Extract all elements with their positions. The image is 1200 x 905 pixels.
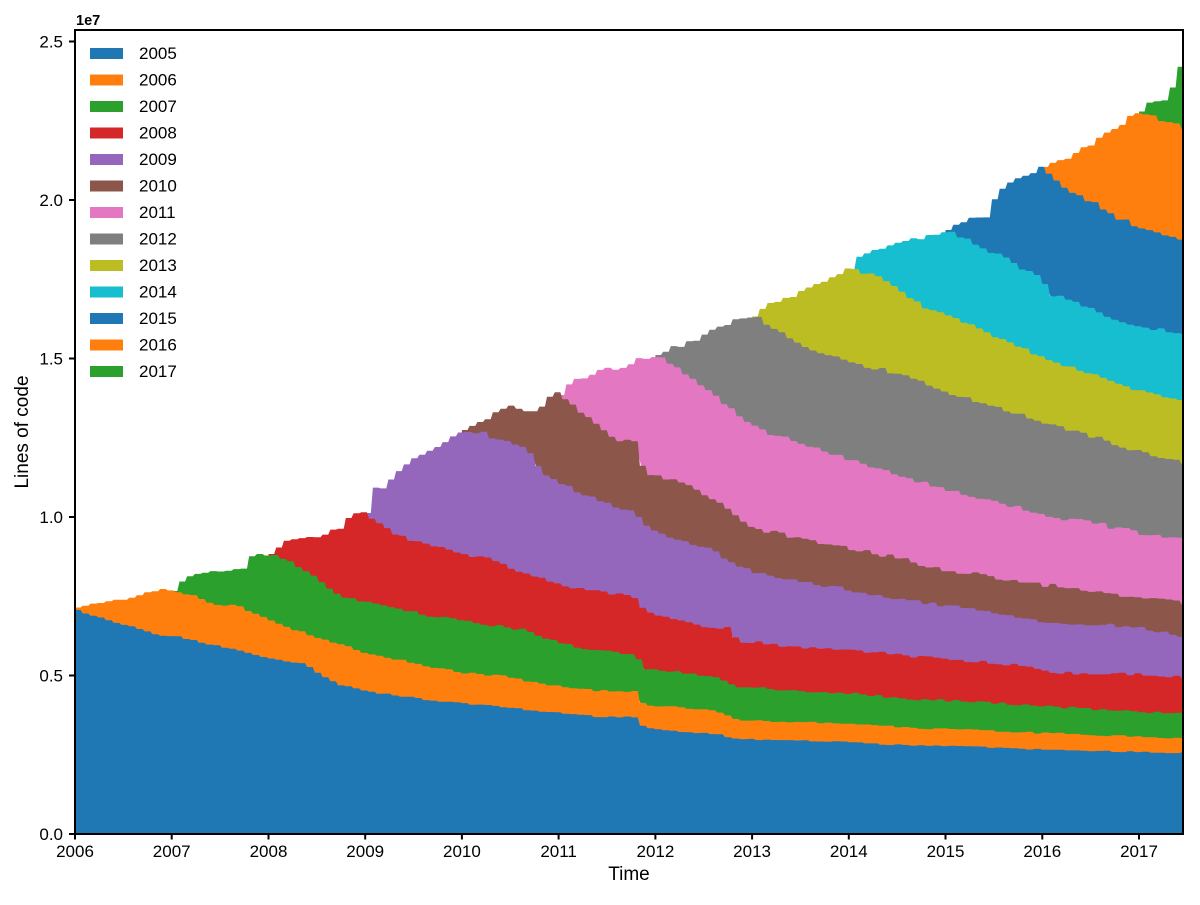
svg-text:1.5: 1.5 (39, 350, 63, 369)
svg-text:0.0: 0.0 (39, 825, 63, 844)
svg-text:2016: 2016 (1023, 842, 1061, 861)
svg-text:2007: 2007 (139, 97, 177, 116)
svg-text:0.5: 0.5 (39, 667, 63, 686)
svg-text:2013: 2013 (733, 842, 771, 861)
svg-text:2.0: 2.0 (39, 191, 63, 210)
svg-text:2013: 2013 (139, 256, 177, 275)
svg-text:2014: 2014 (139, 282, 177, 301)
svg-text:2015: 2015 (927, 842, 965, 861)
svg-text:2.5: 2.5 (39, 33, 63, 52)
svg-text:2009: 2009 (346, 842, 384, 861)
svg-text:2007: 2007 (153, 842, 191, 861)
svg-text:2011: 2011 (139, 203, 176, 222)
svg-text:2014: 2014 (830, 842, 868, 861)
svg-text:2012: 2012 (636, 842, 674, 861)
svg-text:2010: 2010 (139, 176, 177, 195)
svg-text:2017: 2017 (139, 362, 177, 381)
svg-text:2010: 2010 (443, 842, 481, 861)
svg-text:2015: 2015 (139, 309, 177, 328)
svg-text:2012: 2012 (139, 229, 177, 248)
svg-text:Time: Time (608, 864, 650, 885)
svg-text:2006: 2006 (56, 842, 94, 861)
svg-text:1.0: 1.0 (39, 508, 63, 527)
svg-text:Lines of code: Lines of code (12, 375, 33, 488)
svg-text:2011: 2011 (540, 842, 577, 861)
svg-text:2005: 2005 (139, 44, 177, 63)
svg-text:2006: 2006 (139, 70, 177, 89)
svg-text:2008: 2008 (139, 123, 177, 142)
svg-text:2016: 2016 (139, 335, 177, 354)
svg-text:2009: 2009 (139, 150, 177, 169)
svg-text:2008: 2008 (250, 842, 288, 861)
svg-text:1e7: 1e7 (76, 13, 100, 29)
svg-text:2017: 2017 (1120, 842, 1158, 861)
